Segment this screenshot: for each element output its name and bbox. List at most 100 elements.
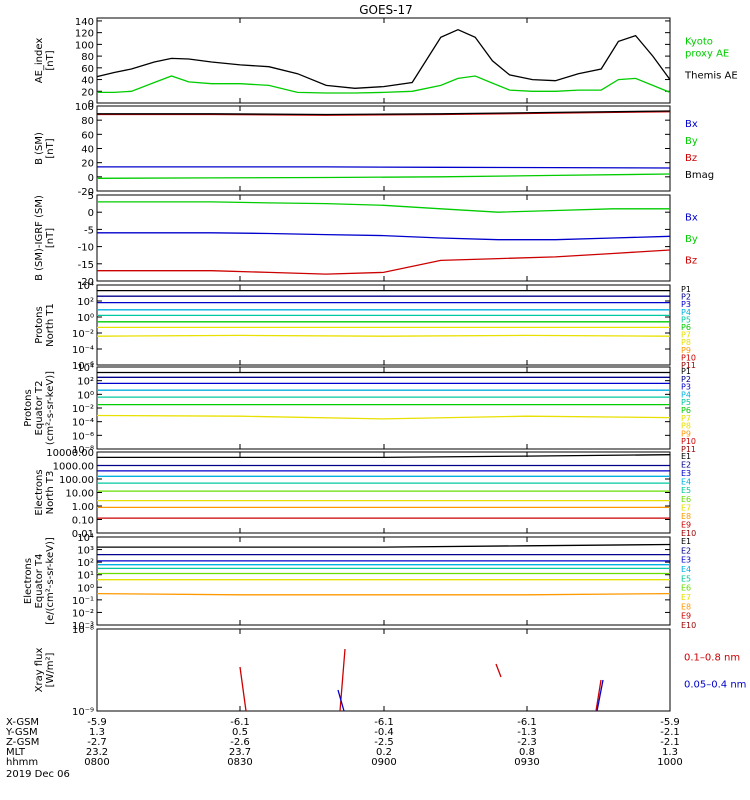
legend-entry: Kyoto xyxy=(685,36,713,47)
y-tick-label: 80 xyxy=(81,116,94,127)
legend-entry: P11 xyxy=(681,445,696,454)
y-axis-label: [nT] xyxy=(45,50,56,70)
y-axis-label: Protons xyxy=(34,306,45,343)
y-tick-label: 10⁻⁹ xyxy=(72,707,94,718)
y-tick-label: 20 xyxy=(81,87,94,98)
xray-flux-mark xyxy=(239,666,247,712)
legend-entry: E5 xyxy=(681,486,691,495)
series-line-bx xyxy=(97,232,671,241)
series-line-themis-ae xyxy=(96,28,671,89)
legend-entry: E6 xyxy=(681,495,691,504)
x-axis-row-value: -2.7 xyxy=(87,737,107,748)
y-tick-label: 100 xyxy=(75,40,94,51)
y-axis-label: North T3 xyxy=(45,471,56,515)
x-axis-row-label: Y-GSM xyxy=(5,727,38,738)
x-axis-row-value: -6.1 xyxy=(230,717,250,728)
y-tick-label: 0.10 xyxy=(72,516,94,527)
y-tick-label: 0 xyxy=(88,99,94,110)
y-axis-label: Xray flux xyxy=(34,648,45,693)
legend-entry: E3 xyxy=(681,556,691,565)
legend-entry: P6 xyxy=(681,406,691,415)
x-axis-row-value: 0900 xyxy=(371,757,396,768)
y-tick-label: 10⁰ xyxy=(77,583,94,594)
x-axis-row-value: -2.3 xyxy=(517,737,537,748)
x-axis-row-value: 23.7 xyxy=(229,747,251,758)
y-tick-label: 10⁻³ xyxy=(72,621,94,632)
y-axis-label: Electrons xyxy=(34,469,45,515)
legend-entry: P8 xyxy=(681,338,691,347)
legend-entry: E7 xyxy=(681,503,691,512)
panel-frame xyxy=(96,451,671,534)
y-tick-label: -10 xyxy=(78,243,94,254)
x-axis-row-value: -1.3 xyxy=(517,727,537,738)
x-axis-row-value: 0.8 xyxy=(519,747,535,758)
y-tick-label: 1.00 xyxy=(72,502,94,513)
panel-frame xyxy=(96,284,671,366)
y-tick-label: 100.00 xyxy=(59,475,94,486)
legend-entry: P7 xyxy=(681,331,691,340)
legend-entry: E10 xyxy=(681,529,696,538)
y-tick-label: 120 xyxy=(75,29,94,40)
x-axis-row-value: 1000 xyxy=(657,757,682,768)
y-tick-label: 20 xyxy=(81,159,94,170)
x-axis-row-label: Z-GSM xyxy=(6,737,39,748)
y-tick-label: 80 xyxy=(81,52,94,63)
y-tick-label: 100 xyxy=(75,102,94,113)
y-axis-label: (cm²-s-sr-keV)] xyxy=(45,371,56,445)
y-tick-label: 40 xyxy=(81,145,94,156)
series-line-by xyxy=(96,173,671,179)
y-tick-label: 10² xyxy=(77,558,94,569)
series-line-e8 xyxy=(96,592,671,596)
y-axis-label: [W/m²] xyxy=(45,652,56,687)
legend-entry: E7 xyxy=(681,593,691,602)
legend-entry: E3 xyxy=(681,469,691,478)
legend-entry: P5 xyxy=(681,398,691,407)
legend-entry: E2 xyxy=(681,461,691,470)
x-axis-row-value: 1.3 xyxy=(662,747,678,758)
panel-xray: 10⁻⁸ 10⁻⁹ Xray flux [W/m²] 0.1–0.8 nm 0.05–0.… xyxy=(34,625,746,718)
legend-entry: E9 xyxy=(681,520,691,529)
panel-frame xyxy=(96,194,671,282)
x-axis-row-value: 0.2 xyxy=(376,747,392,758)
panel-bsm: 100 80 60 40 20 0 -20 B (SM) [nT] Bx By Bz Bmag xyxy=(34,102,714,198)
series-line-bx xyxy=(97,166,671,169)
y-tick-label: 10⁻² xyxy=(72,329,94,340)
legend-entry: P11 xyxy=(681,361,696,370)
y-tick-label: 10⁴ xyxy=(77,533,94,544)
legend-entry: Bx xyxy=(685,119,698,130)
figure-title: GOES-17 xyxy=(359,3,413,17)
legend-entry: P10 xyxy=(681,353,696,362)
series-line-p7 xyxy=(96,414,671,420)
xray-flux-mark xyxy=(495,663,502,678)
legend-entry: P6 xyxy=(681,323,691,332)
x-axis-row-value: -6.1 xyxy=(374,717,394,728)
panel-pn: 10⁴ 10² 10⁰ 10⁻² 10⁻⁴ 10⁻⁶ Protons North T1 P1P2… xyxy=(34,281,696,372)
x-axis-row-value: 1.3 xyxy=(89,727,105,738)
legend-entry: 0.1–0.8 nm xyxy=(684,652,740,663)
x-axis-row-value: 0800 xyxy=(84,757,109,768)
x-axis-row-value: 0.5 xyxy=(232,727,248,738)
date-label: 2019 Dec 06 xyxy=(6,769,70,780)
legend-entry: proxy AE xyxy=(685,48,729,59)
y-tick-label: 1000.00 xyxy=(53,462,94,473)
series-line-e1 xyxy=(97,543,671,548)
y-tick-label: 10² xyxy=(77,377,94,388)
legend-entry: E5 xyxy=(681,574,691,583)
legend-entry: E9 xyxy=(681,612,691,621)
y-axis-label: B (SM)-IGRF (SM) xyxy=(34,195,45,281)
x-axis-row-value: 23.2 xyxy=(86,747,108,758)
y-tick-label: -5 xyxy=(84,225,94,236)
legend-entry: P2 xyxy=(681,293,691,302)
y-tick-label: -15 xyxy=(78,260,94,271)
y-tick-label: 0 xyxy=(88,173,94,184)
y-axis-label: Equator T2 xyxy=(34,381,45,436)
y-tick-label: 10000.00 xyxy=(46,448,94,459)
y-tick-label: 10⁻⁸ xyxy=(72,445,94,456)
y-tick-label: 60 xyxy=(81,64,94,75)
legend-entry: By xyxy=(685,136,698,147)
y-tick-label: 10⁴ xyxy=(77,281,94,292)
x-axis-row-label: X-GSM xyxy=(6,717,39,728)
legend-entry: P1 xyxy=(681,367,691,376)
